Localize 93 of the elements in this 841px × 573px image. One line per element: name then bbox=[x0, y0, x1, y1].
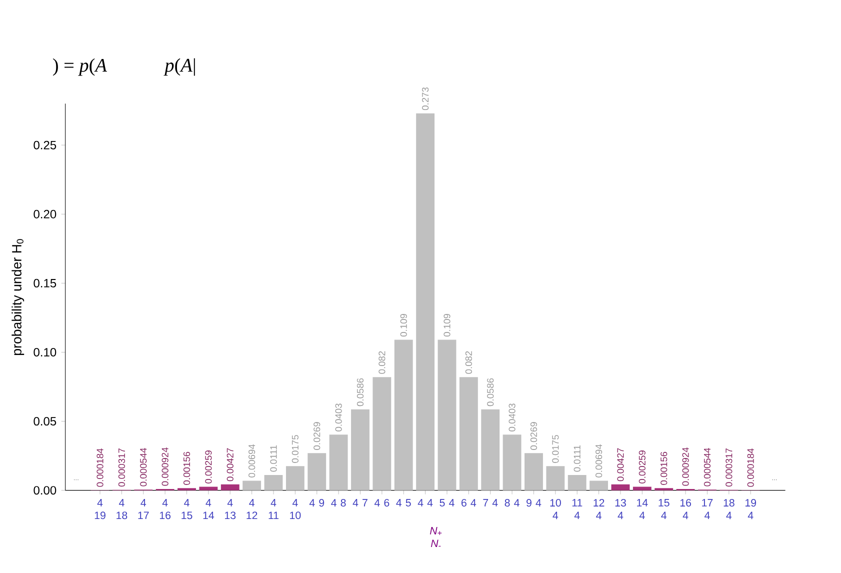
x-tick-label: 8 4 bbox=[504, 499, 520, 507]
x-tick-label: 4 9 bbox=[309, 499, 324, 507]
bar bbox=[394, 340, 413, 490]
bar bbox=[438, 340, 456, 490]
x-tick-label: 4 10 bbox=[290, 499, 301, 520]
data-label: 0.000544 bbox=[140, 448, 147, 486]
x-tick-label: 4 5 bbox=[396, 499, 411, 506]
x-tick-label: 5 4 bbox=[440, 499, 454, 506]
x-tick-label: 10 4 bbox=[550, 499, 561, 520]
data-label: 0.109 bbox=[444, 314, 450, 337]
bar bbox=[524, 453, 543, 490]
x-tick-label: 4 13 bbox=[225, 499, 236, 520]
data-label: 0.0175 bbox=[292, 435, 298, 463]
x-tick-label: 12 4 bbox=[594, 499, 604, 520]
x-tick-label: 4 7 bbox=[352, 499, 368, 506]
x-tick-label: 4 14 bbox=[203, 499, 214, 520]
x-tick-label: 16 4 bbox=[680, 499, 692, 520]
data-label: 0.0403 bbox=[335, 404, 342, 432]
x-tick-label: 9 4 bbox=[526, 499, 542, 507]
x-tick-label: 14 4 bbox=[637, 499, 648, 520]
x-tick-label: 4 4 bbox=[418, 499, 433, 506]
y-tick-label: 0.10 bbox=[34, 348, 56, 356]
data-label: 0.00694 bbox=[248, 444, 256, 478]
text: p(A| bbox=[164, 58, 195, 76]
data-label: 0.000317 bbox=[726, 448, 732, 487]
y-tick-label: 0.00 bbox=[34, 486, 56, 495]
x-tick-label: 4 11 bbox=[268, 499, 279, 520]
x-tick-label: 7 4 bbox=[483, 499, 498, 506]
bar bbox=[590, 480, 608, 490]
x-tick-label: 4 15 bbox=[182, 499, 192, 520]
bar bbox=[611, 484, 630, 490]
x-axis-title: N$_{+}$ N$_{-}$ bbox=[430, 527, 442, 548]
x-tick-label: 4 16 bbox=[160, 499, 171, 520]
data-label: 0.000924 bbox=[162, 447, 168, 486]
bar bbox=[308, 453, 326, 490]
bar bbox=[459, 377, 478, 490]
x-tick-label: 4 19 bbox=[94, 499, 106, 520]
data-label: 0.082 bbox=[378, 351, 386, 374]
y-tick-label: 0.25 bbox=[34, 140, 56, 150]
data-label: 0.00694 bbox=[596, 444, 602, 478]
data-label: 0.000544 bbox=[704, 448, 711, 486]
y-axis-title: probability under H$_{0}$ bbox=[12, 239, 24, 356]
x-tick-label: 6 4 bbox=[462, 499, 476, 507]
data-label: 0.0175 bbox=[552, 435, 559, 463]
data-label: 0.0111 bbox=[270, 445, 277, 472]
data-label: 0.0586 bbox=[487, 378, 494, 406]
x-tick-label: 19 4 bbox=[745, 499, 756, 520]
bar bbox=[416, 113, 435, 490]
bar bbox=[199, 486, 218, 490]
bar bbox=[242, 480, 262, 490]
x-tick-label: 11 4 bbox=[572, 499, 582, 520]
data-label: 0.000924 bbox=[682, 447, 689, 486]
data-label: 0.0403 bbox=[508, 404, 516, 432]
data-label: 0.109 bbox=[400, 314, 407, 337]
data-label: 0.0586 bbox=[356, 378, 364, 406]
x-tick-label: 4 8 bbox=[331, 499, 346, 507]
data-label: 0.00427 bbox=[617, 448, 624, 482]
text: ) = p(A bbox=[53, 58, 108, 76]
bar bbox=[264, 474, 283, 490]
data-label: 0.00259 bbox=[205, 450, 212, 484]
bar bbox=[502, 434, 522, 490]
x-tick-label: 4 12 bbox=[246, 499, 258, 520]
y-tick-label: 0.20 bbox=[34, 210, 56, 218]
data-label: 0.00156 bbox=[183, 452, 190, 485]
data-label: 0.00259 bbox=[638, 450, 646, 484]
data-label: 0.000184 bbox=[96, 448, 104, 487]
y-tick-label: 0.05 bbox=[34, 417, 56, 426]
bar bbox=[351, 409, 370, 490]
x-tick-label: 18 4 bbox=[724, 499, 734, 520]
bar bbox=[632, 486, 652, 490]
data-label: 0.00156 bbox=[660, 452, 668, 485]
bar bbox=[220, 484, 240, 490]
x-tick-label: 15 4 bbox=[658, 499, 670, 520]
x-tick-label: 4 6 bbox=[374, 499, 390, 507]
data-label: 0.273 bbox=[422, 87, 429, 110]
data-label: 0.000317 bbox=[118, 448, 125, 487]
bar bbox=[372, 377, 392, 490]
bar bbox=[568, 474, 586, 490]
y-tick-label: 0.15 bbox=[34, 278, 56, 288]
data-label: 0.0111 bbox=[574, 445, 580, 472]
bar bbox=[329, 434, 348, 490]
x-tick-label: 4 17 bbox=[138, 499, 149, 520]
bar bbox=[481, 409, 500, 490]
x-tick-label: 4 18 bbox=[116, 499, 128, 520]
data-label: 0.000184 bbox=[747, 448, 754, 487]
data-label: 0.082 bbox=[465, 351, 472, 374]
data-label: 0.0269 bbox=[314, 422, 320, 450]
bar bbox=[286, 466, 304, 490]
data-label: 0.0269 bbox=[530, 422, 538, 450]
x-tick-label: 13 4 bbox=[615, 499, 626, 520]
bar bbox=[546, 466, 565, 490]
x-tick-label: 17 4 bbox=[702, 499, 713, 520]
data-label: 0.00427 bbox=[226, 448, 234, 482]
